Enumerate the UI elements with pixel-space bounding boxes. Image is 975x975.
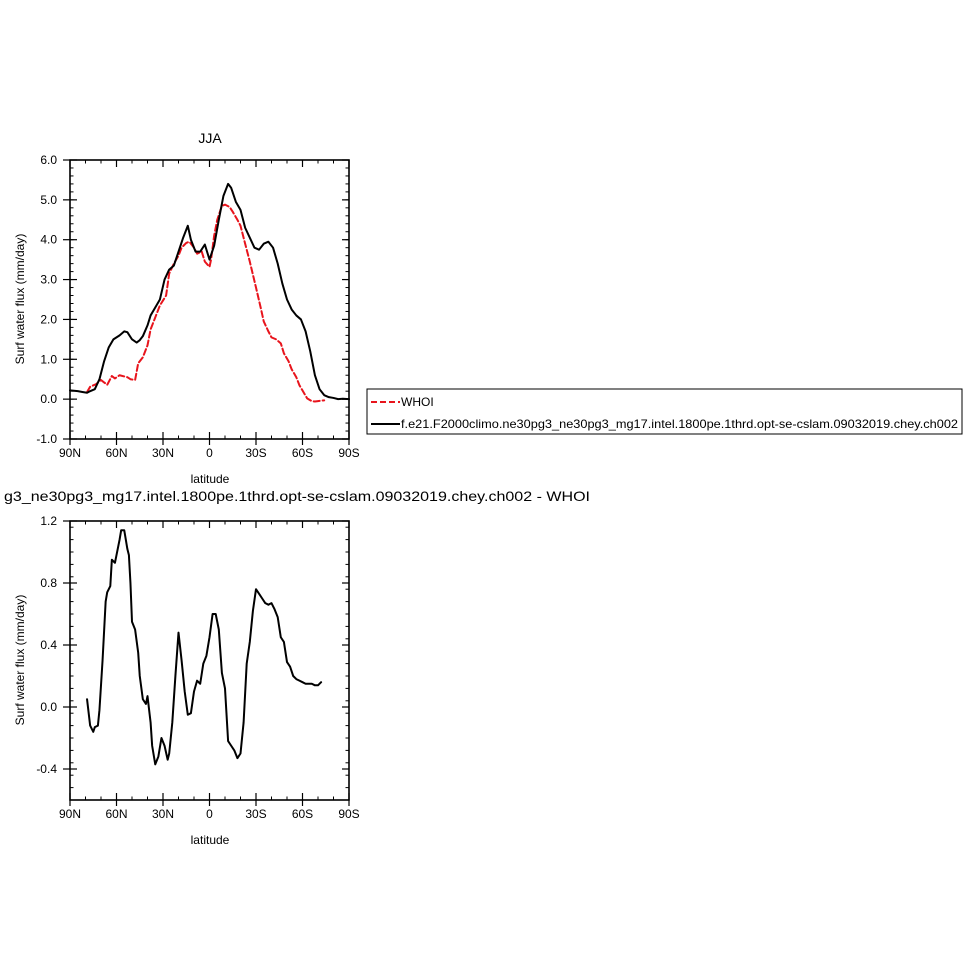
top-x-tick-label-3: 0: [206, 446, 213, 460]
top-x-tick-label-1: 60N: [105, 446, 127, 460]
top-y-tick-label-1: 0.0: [40, 392, 57, 406]
bottom-x-tick-label-6: 90S: [338, 807, 359, 821]
legend: WHOI f.e21.F2000climo.ne30pg3_ne30pg3_mg…: [366, 388, 963, 435]
legend-label-whoi: WHOI: [401, 395, 434, 409]
top-y-tick-label-2: 1.0: [40, 352, 57, 366]
top-series-line-0: [86, 203, 326, 403]
top-x-tick-label-4: 30S: [245, 446, 266, 460]
top-x-axis-label: latitude: [191, 472, 230, 486]
bottom-y-tick-label-0: -0.4: [36, 762, 57, 776]
top-y-tick-label-4: 3.0: [40, 273, 57, 287]
top-y-tick-label-5: 4.0: [40, 233, 57, 247]
bottom-y-tick-label-4: 1.2: [40, 514, 57, 528]
bottom-x-tick-label-5: 60S: [292, 807, 313, 821]
top-x-tick-label-0: 90N: [59, 446, 81, 460]
bottom-y-tick-label-3: 0.8: [40, 576, 57, 590]
top-chart-title: JJA: [198, 130, 222, 146]
top-y-tick-label-7: 6.0: [40, 153, 57, 167]
top-series-line-1: [69, 182, 350, 401]
legend-box: [366, 388, 963, 435]
bottom-x-tick-label-0: 90N: [59, 807, 81, 821]
top-y-tick-label-6: 5.0: [40, 193, 57, 207]
bottom-y-axis-label: Surf water flux (mm/day): [13, 595, 27, 726]
bottom-y-tick-label-2: 0.4: [40, 638, 57, 652]
bottom-y-tick-label-1: 0.0: [40, 700, 57, 714]
top-x-tick-label-2: 30N: [152, 446, 174, 460]
bottom-series-line-0: [86, 529, 323, 766]
bottom-chart-panel: g3_ne30pg3_mg17.intel.1800pe.1thrd.opt-s…: [4, 488, 590, 847]
bottom-x-tick-label-2: 30N: [152, 807, 174, 821]
legend-label-model: f.e21.F2000climo.ne30pg3_ne30pg3_mg17.in…: [401, 417, 958, 431]
bottom-x-tick-label-3: 0: [206, 807, 213, 821]
top-x-tick-label-5: 60S: [292, 446, 313, 460]
bottom-x-tick-label-4: 30S: [245, 807, 266, 821]
bottom-chart-title: g3_ne30pg3_mg17.intel.1800pe.1thrd.opt-s…: [4, 488, 590, 504]
top-chart-panel: JJA 90N 60N 30N 0 30S 60S 90S -1.0 0.0 1.0 2.0 3.0 4…: [13, 130, 360, 486]
top-x-tick-label-6: 90S: [338, 446, 359, 460]
bottom-x-axis-label: latitude: [191, 833, 230, 847]
bottom-x-tick-label-1: 60N: [105, 807, 127, 821]
top-y-axis-label: Surf water flux (mm/day): [13, 234, 27, 365]
top-y-tick-label-3: 2.0: [40, 312, 57, 326]
top-y-tick-label-0: -1.0: [36, 432, 57, 446]
